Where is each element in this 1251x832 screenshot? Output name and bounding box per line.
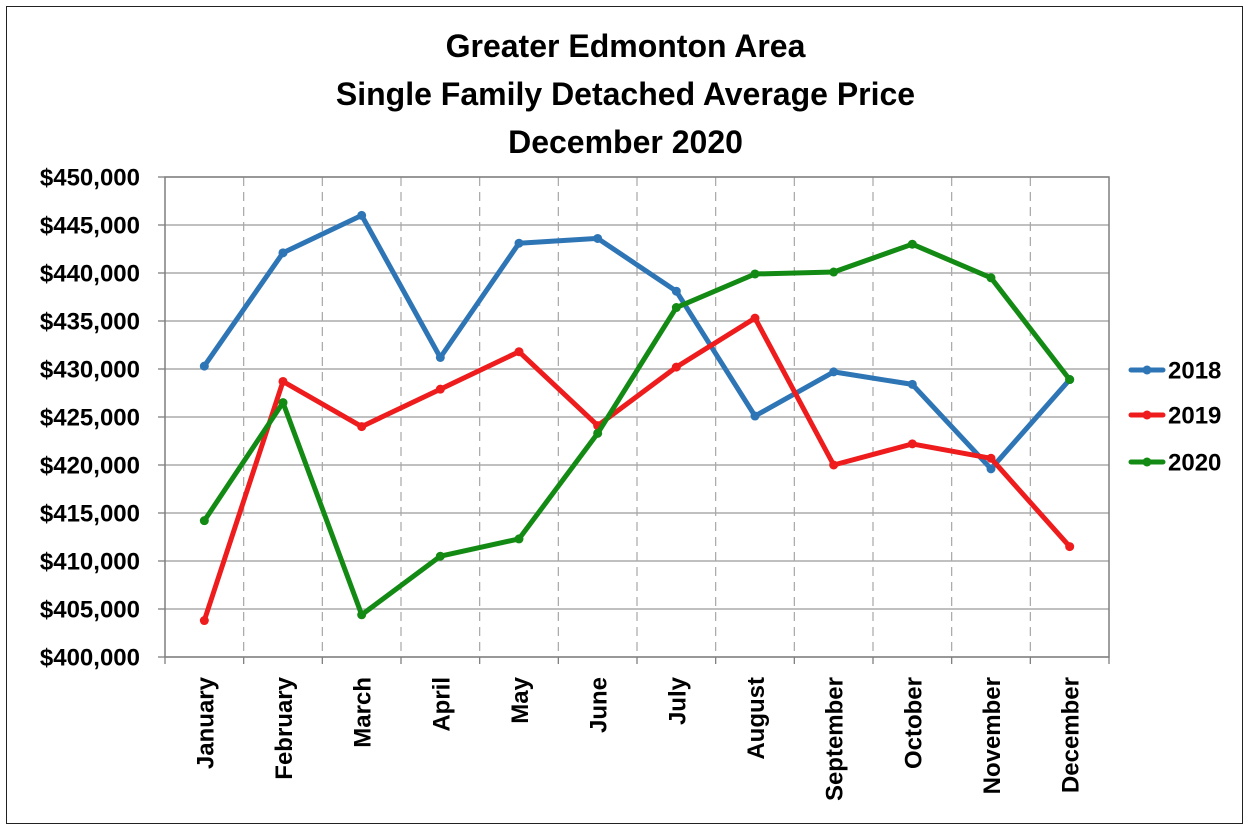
y-tick-label: $415,000 — [40, 501, 140, 528]
y-tick-label: $425,000 — [40, 405, 140, 432]
x-tick-label: September — [822, 677, 849, 801]
data-point-2020 — [986, 273, 996, 283]
data-point-2019 — [357, 422, 367, 432]
data-point-2018 — [514, 238, 524, 248]
data-point-2018 — [986, 464, 996, 474]
x-tick-label: March — [350, 677, 377, 748]
x-tick-label: December — [1058, 677, 1085, 793]
legend-label-2020: 2020 — [1168, 450, 1221, 477]
series-line-2018 — [201, 212, 1073, 472]
legend-marker-2019 — [1142, 410, 1152, 420]
chart-title-line-2: Single Family Detached Average Price — [335, 76, 916, 112]
data-point-2020 — [671, 303, 681, 313]
x-tick-label: April — [428, 677, 455, 732]
data-point-2018 — [750, 411, 760, 421]
data-point-2020 — [1065, 375, 1075, 385]
x-tick-label: February — [271, 676, 298, 779]
y-tick-label: $445,000 — [40, 213, 140, 240]
y-tick-label: $410,000 — [40, 549, 140, 576]
data-point-2020 — [357, 610, 367, 620]
data-point-2018 — [829, 367, 839, 377]
x-tick-label: November — [979, 677, 1006, 794]
data-point-2020 — [907, 239, 917, 249]
y-tick-label: $450,000 — [40, 165, 140, 192]
y-tick-label: $430,000 — [40, 357, 140, 384]
data-point-2019 — [199, 616, 209, 626]
data-point-2020 — [750, 269, 760, 279]
chart-title-line-3: December 2020 — [508, 124, 743, 160]
x-tick-label: July — [664, 676, 691, 725]
x-tick-label: August — [743, 677, 770, 760]
data-point-2018 — [907, 379, 917, 389]
data-point-2019 — [829, 460, 839, 470]
data-point-2020 — [435, 551, 445, 561]
y-tick-label: $400,000 — [40, 645, 140, 672]
data-point-2018 — [435, 352, 445, 362]
legend-marker-2020 — [1142, 457, 1152, 467]
chart-frame — [6, 6, 1243, 824]
data-point-2020 — [199, 516, 209, 526]
x-tick-label: January — [192, 676, 219, 769]
series-line-2019 — [201, 315, 1073, 623]
y-tick-label: $435,000 — [40, 309, 140, 336]
x-tick-label: October — [900, 677, 927, 769]
legend-label-2019: 2019 — [1168, 403, 1221, 430]
data-point-2018 — [671, 286, 681, 296]
data-point-2019 — [514, 347, 524, 357]
x-tick-label: June — [586, 677, 613, 733]
y-tick-label: $420,000 — [40, 453, 140, 480]
data-point-2019 — [671, 362, 681, 372]
data-point-2020 — [593, 428, 603, 438]
data-point-2020 — [514, 534, 524, 544]
data-point-2018 — [278, 248, 288, 258]
x-tick-label: May — [507, 676, 534, 723]
series-line-2020 — [201, 241, 1073, 618]
legend-marker-2018 — [1142, 365, 1152, 375]
data-point-2019 — [435, 384, 445, 394]
data-point-2018 — [357, 210, 367, 220]
data-point-2018 — [593, 233, 603, 243]
data-point-2019 — [278, 376, 288, 386]
data-point-2019 — [1065, 542, 1075, 552]
legend-label-2018: 2018 — [1168, 358, 1221, 385]
data-point-2019 — [907, 439, 917, 449]
data-point-2020 — [829, 267, 839, 277]
chart-title: Greater Edmonton Area Single Family Deta… — [0, 22, 1251, 166]
chart-title-line-1: Greater Edmonton Area — [445, 28, 806, 64]
data-point-2020 — [278, 398, 288, 408]
data-point-2018 — [199, 361, 209, 371]
y-tick-label: $440,000 — [40, 261, 140, 288]
data-point-2019 — [986, 453, 996, 463]
data-point-2019 — [750, 313, 760, 323]
y-tick-label: $405,000 — [40, 597, 140, 624]
